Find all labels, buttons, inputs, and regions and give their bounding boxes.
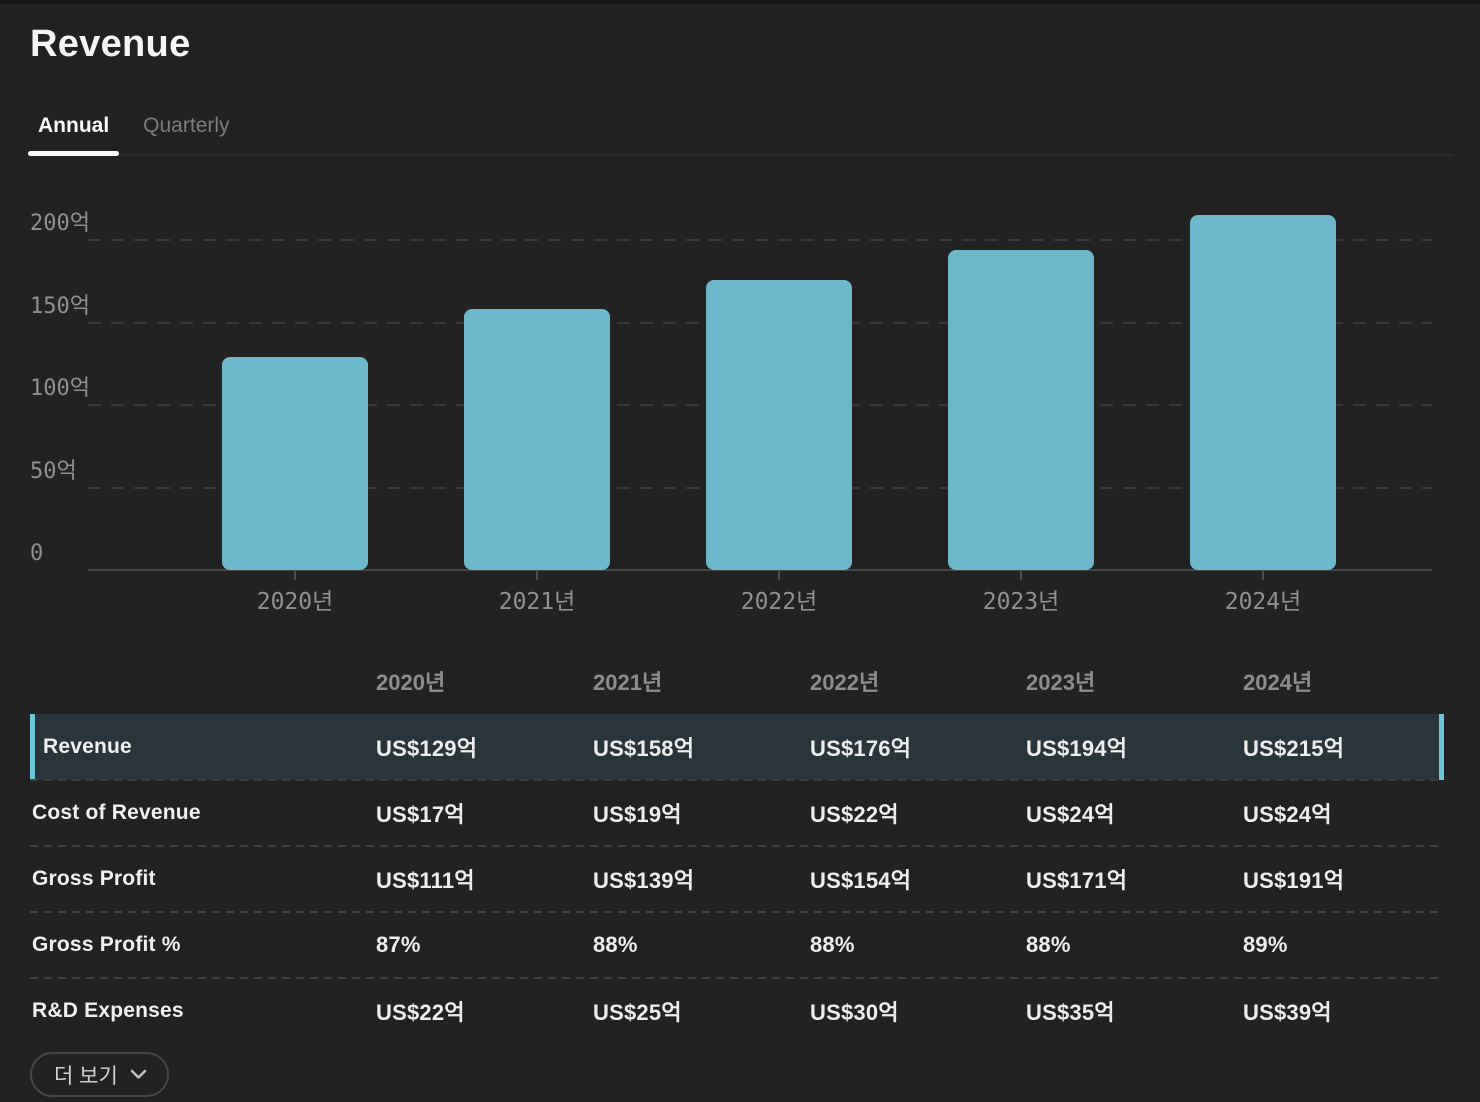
cell-value: 88% xyxy=(1026,932,1071,957)
x-axis-tick xyxy=(1262,571,1264,580)
y-axis-tick-label: 150억 xyxy=(30,293,90,319)
cell-value: US$215억 xyxy=(1243,736,1345,761)
column-header: 2024년 xyxy=(1243,670,1313,695)
x-axis-label: 2021년 xyxy=(498,589,576,615)
row-label: Cost of Revenue xyxy=(32,801,201,824)
cell-value: US$129억 xyxy=(376,736,478,761)
y-axis-tick-label: 200억 xyxy=(30,211,90,236)
page-title: Revenue xyxy=(30,23,191,65)
x-axis-tick xyxy=(1020,571,1022,580)
x-axis-label: 2022년 xyxy=(740,589,818,615)
cell-value: US$139억 xyxy=(593,868,695,893)
cell-value: US$24억 xyxy=(1243,802,1332,827)
cell-value: US$191억 xyxy=(1243,868,1345,893)
row-accent-right xyxy=(1439,714,1444,780)
revenue-bar-chart: 200억 150억 100억 50억 0 2020년 2021년 2022년 2023년 2024… xyxy=(0,170,1480,630)
bar-2021[interactable] xyxy=(464,309,610,570)
period-tabs: Annual Quarterly xyxy=(28,110,240,156)
cell-value: US$22억 xyxy=(376,1000,465,1025)
cell-value: US$111억 xyxy=(376,868,475,893)
table-row[interactable]: Cost of Revenue US$17억 US$19억 US$22억 US$24억 U… xyxy=(30,780,1444,847)
y-axis-tick-label: 100억 xyxy=(30,376,90,401)
gridline xyxy=(88,239,1432,241)
bar-2022[interactable] xyxy=(706,280,852,570)
cell-value: US$19억 xyxy=(593,802,682,827)
cell-value: US$17억 xyxy=(376,802,465,827)
cell-value: 89% xyxy=(1243,932,1288,957)
tab-quarterly[interactable]: Quarterly xyxy=(143,114,230,137)
x-axis-label: 2020년 xyxy=(256,589,334,615)
cell-value: US$22억 xyxy=(810,802,899,827)
cell-value: 88% xyxy=(810,932,855,957)
row-label: R&D Expenses xyxy=(32,999,184,1022)
table-row[interactable]: Gross Profit % 87% 88% 88% 88% 89% xyxy=(30,912,1444,979)
cell-value: 87% xyxy=(376,932,421,957)
cell-value: US$194억 xyxy=(1026,736,1128,761)
tabs-divider xyxy=(28,154,1452,156)
column-header: 2020년 xyxy=(376,670,446,695)
cell-value: US$171억 xyxy=(1026,868,1128,893)
bar-2023[interactable] xyxy=(948,250,1094,570)
row-accent-left xyxy=(30,714,35,780)
x-axis-tick xyxy=(778,571,780,580)
top-divider xyxy=(0,0,1480,4)
cell-value: US$25억 xyxy=(593,1000,682,1025)
bar-2024[interactable] xyxy=(1190,215,1336,570)
row-label: Gross Profit xyxy=(32,867,156,890)
show-more-label: 더 보기 xyxy=(54,1064,118,1088)
table-row[interactable]: R&D Expenses US$22억 US$25억 US$30억 US$35억 US$3… xyxy=(30,978,1444,1044)
x-axis-tick xyxy=(294,571,296,580)
show-more-button[interactable]: 더 보기 xyxy=(30,1052,169,1097)
cell-value: US$154억 xyxy=(810,868,912,893)
x-axis-label: 2024년 xyxy=(1224,589,1302,615)
cell-value: US$35억 xyxy=(1026,1000,1115,1025)
tab-annual[interactable]: Annual xyxy=(28,110,120,156)
cell-value: US$39억 xyxy=(1243,1000,1332,1025)
cell-value: US$24억 xyxy=(1026,802,1115,827)
financials-table: 2020년 2021년 2022년 2023년 2024년 Revenue US$129억 U… xyxy=(30,648,1444,1044)
y-axis-tick-label: 50억 xyxy=(30,458,77,484)
cell-value: 88% xyxy=(593,932,638,957)
column-header: 2021년 xyxy=(593,670,663,695)
table-row[interactable]: Revenue US$129억 US$158억 US$176억 US$194억 US$21… xyxy=(30,714,1444,781)
row-label: Revenue xyxy=(43,735,132,758)
cell-value: US$30억 xyxy=(810,1000,899,1025)
y-axis-tick-label: 0 xyxy=(30,541,44,566)
row-label: Gross Profit % xyxy=(32,933,181,956)
x-axis-line xyxy=(88,569,1432,571)
table-header-row: 2020년 2021년 2022년 2023년 2024년 xyxy=(30,648,1444,714)
column-header: 2023년 xyxy=(1026,670,1096,695)
cell-value: US$158억 xyxy=(593,736,695,761)
bar-2020[interactable] xyxy=(222,357,368,570)
x-axis-label: 2023년 xyxy=(982,589,1060,615)
x-axis-tick xyxy=(536,571,538,580)
column-header: 2022년 xyxy=(810,670,880,695)
cell-value: US$176억 xyxy=(810,736,912,761)
chevron-down-icon xyxy=(130,1069,147,1079)
table-row[interactable]: Gross Profit US$111억 US$139억 US$154억 US$171억… xyxy=(30,846,1444,913)
